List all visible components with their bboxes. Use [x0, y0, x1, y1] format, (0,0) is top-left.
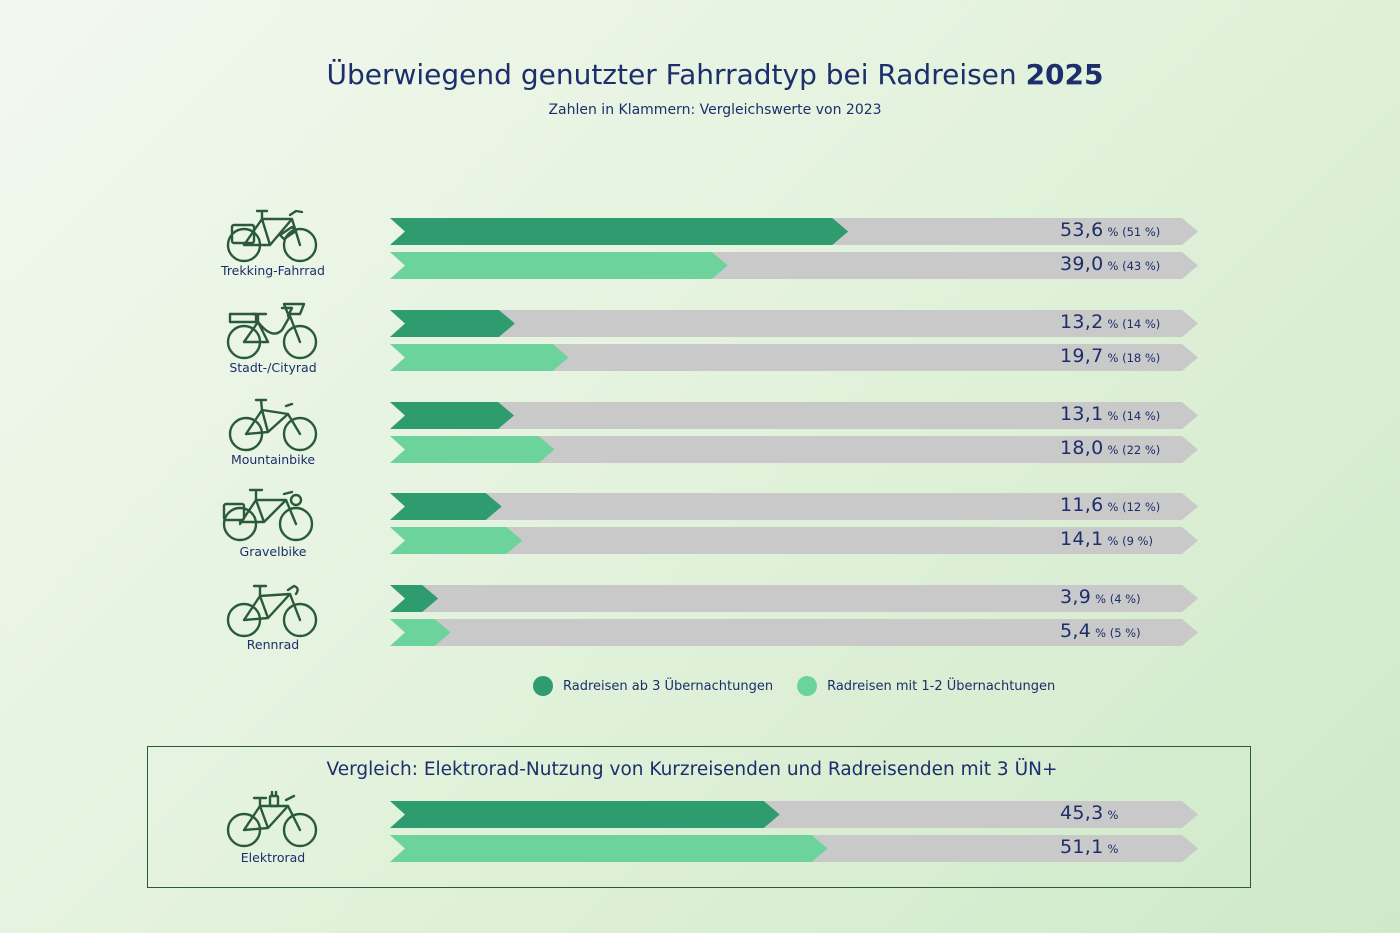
bar — [390, 252, 728, 279]
category-label: Elektrorad — [240, 850, 306, 865]
data-label-value: 39,0 — [1060, 253, 1104, 275]
bar-track — [390, 493, 1198, 520]
bar-track — [390, 527, 1198, 554]
legend-swatch — [533, 676, 553, 696]
category-label: Mountainbike — [230, 452, 316, 467]
data-label: 19,7% (18 %) — [1060, 345, 1160, 367]
data-label-compare: % (51 %) — [1107, 225, 1161, 239]
data-label: 5,4% (5 %) — [1060, 620, 1141, 642]
mountainbike-icon — [228, 398, 318, 452]
bar-track — [390, 310, 1198, 337]
data-label-value: 13,2 — [1060, 311, 1104, 333]
data-label-compare: % (9 %) — [1107, 534, 1153, 548]
city-bike-icon — [226, 302, 318, 360]
legend-item-dark: Radreisen ab 3 Übernachtungen — [533, 676, 773, 696]
e-bike-icon — [226, 790, 318, 848]
data-label-compare: % (5 %) — [1095, 626, 1141, 640]
bar — [390, 310, 515, 337]
data-label-value: 11,6 — [1060, 494, 1104, 516]
data-label: 18,0% (22 %) — [1060, 437, 1160, 459]
data-label: 45,3% — [1060, 802, 1118, 824]
bar — [390, 801, 780, 828]
road-bike-icon — [226, 584, 318, 638]
trekking-bike-icon — [226, 209, 318, 263]
bar-track — [390, 619, 1198, 646]
data-label-value: 13,1 — [1060, 403, 1104, 425]
chart-title: Überwiegend genutzter Fahrradtyp bei Rad… — [0, 58, 1400, 91]
bar — [390, 527, 523, 554]
bar-track — [390, 585, 1198, 612]
chart-subtitle: Zahlen in Klammern: Vergleichswerte von … — [548, 102, 882, 118]
chart-title-year: 2025 — [1025, 58, 1104, 91]
category-label: Stadt-/Cityrad — [229, 360, 317, 375]
data-label: 39,0% (43 %) — [1060, 253, 1160, 275]
chart-title-main: Überwiegend genutzter Fahrradtyp bei Rad… — [326, 58, 1017, 91]
bar-track — [390, 402, 1198, 429]
bar — [390, 402, 515, 429]
data-label-value: 5,4 — [1060, 620, 1092, 642]
data-label-compare: % — [1107, 842, 1119, 856]
data-label: 13,1% (14 %) — [1060, 403, 1160, 425]
bar — [390, 218, 849, 245]
data-label-compare: % (12 %) — [1107, 500, 1161, 514]
legend-label: Radreisen mit 1-2 Übernachtungen — [827, 678, 1056, 694]
data-label: 14,1% (9 %) — [1060, 528, 1153, 550]
data-label-compare: % (22 %) — [1107, 443, 1161, 457]
legend-label: Radreisen ab 3 Übernachtungen — [563, 678, 774, 694]
data-label-value: 53,6 — [1060, 219, 1104, 241]
data-label-value: 19,7 — [1060, 345, 1104, 367]
legend-item-light: Radreisen mit 1-2 Übernachtungen — [797, 676, 1055, 696]
data-label-value: 18,0 — [1060, 437, 1104, 459]
data-label-compare: % (18 %) — [1107, 351, 1161, 365]
category-label: Rennrad — [246, 637, 300, 652]
legend-swatch — [797, 676, 818, 696]
data-label-value: 14,1 — [1060, 528, 1104, 550]
legend: Radreisen ab 3 Übernachtungen Radreisen … — [533, 675, 1079, 697]
bar — [390, 619, 451, 646]
bar-track — [390, 344, 1198, 371]
data-label: 13,2% (14 %) — [1060, 311, 1160, 333]
comparison-title: Vergleich: Elektrorad-Nutzung von Kurzre… — [326, 759, 1058, 780]
bar — [390, 493, 502, 520]
data-label: 3,9% (4 %) — [1060, 586, 1141, 608]
data-label-compare: % (4 %) — [1095, 592, 1141, 606]
category-label: Trekking-Fahrrad — [221, 263, 325, 278]
data-label-compare: % — [1107, 808, 1119, 822]
data-label-value: 51,1 — [1060, 836, 1104, 858]
bar — [390, 436, 555, 463]
gravelbike-icon — [222, 488, 314, 542]
data-label: 53,6% (51 %) — [1060, 219, 1160, 241]
bar-track — [390, 436, 1198, 463]
data-label-value: 3,9 — [1060, 586, 1092, 608]
data-label-compare: % (14 %) — [1107, 409, 1161, 423]
bar — [390, 344, 569, 371]
category-label: Gravelbike — [239, 544, 307, 559]
data-label-compare: % (14 %) — [1107, 317, 1161, 331]
data-label-value: 45,3 — [1060, 802, 1104, 824]
bar — [390, 585, 439, 612]
data-label: 51,1% — [1060, 836, 1118, 858]
data-label: 11,6% (12 %) — [1060, 494, 1160, 516]
data-label-compare: % (43 %) — [1107, 259, 1161, 273]
bar — [390, 835, 828, 862]
comparison-box — [147, 746, 1251, 888]
